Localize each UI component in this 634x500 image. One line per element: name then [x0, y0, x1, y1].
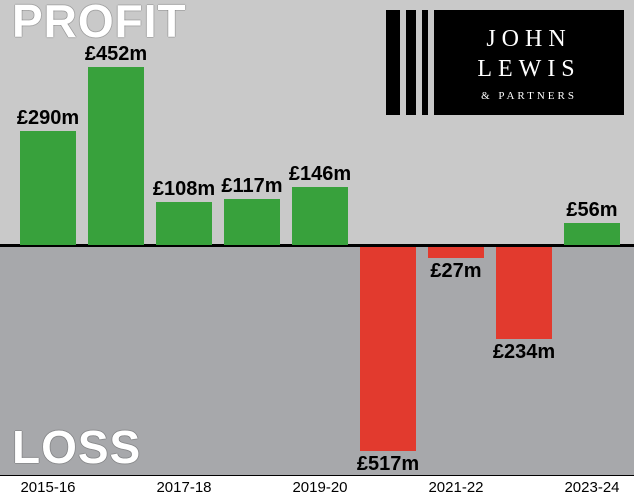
bar-2021-22	[428, 247, 484, 258]
logo-stripe	[406, 10, 416, 115]
axis-label-2021-22: 2021-22	[428, 479, 483, 496]
bar-label-2019-20: £146m	[289, 163, 351, 186]
axis-label-2023-24: 2023-24	[564, 479, 619, 496]
logo-text-main: JOHN LEWIS	[477, 24, 580, 84]
bar-label-2015-16: £290m	[17, 107, 79, 130]
x-axis-labels: 2015-16 2017-18 2019-20 2021-22 2023-24	[0, 476, 634, 500]
logo-stripe	[422, 10, 428, 115]
bar-2019-20	[292, 187, 348, 245]
bar-label-2021-22: £27m	[430, 260, 481, 283]
bar-label-2022-23: £234m	[493, 341, 555, 364]
logo-stripes	[386, 10, 434, 115]
bar-2023-24	[564, 223, 620, 245]
bar-2022-23	[496, 247, 552, 339]
bar-2015-16	[20, 131, 76, 245]
logo-box: JOHN LEWIS & PARTNERS	[434, 10, 624, 115]
bar-2016-17	[88, 67, 144, 245]
profit-loss-chart: PROFIT LOSS £290m£452m£108m£117m£146m£51…	[0, 0, 634, 500]
bar-2018-19	[224, 199, 280, 245]
logo-line2: LEWIS	[477, 56, 580, 82]
john-lewis-logo: JOHN LEWIS & PARTNERS	[386, 10, 624, 115]
bar-label-2018-19: £117m	[221, 175, 282, 198]
bar-label-2020-21: £517m	[357, 453, 419, 476]
bar-label-2023-24: £56m	[566, 199, 617, 222]
logo-line1: JOHN	[486, 26, 571, 52]
bar-2017-18	[156, 202, 212, 245]
x-axis: 2015-16 2017-18 2019-20 2021-22 2023-24	[0, 475, 634, 500]
logo-text-sub: & PARTNERS	[481, 90, 577, 102]
axis-label-2015-16: 2015-16	[20, 479, 75, 496]
bar-label-2016-17: £452m	[85, 43, 147, 66]
axis-label-2017-18: 2017-18	[156, 479, 211, 496]
axis-label-2019-20: 2019-20	[292, 479, 347, 496]
logo-stripe	[386, 10, 400, 115]
bar-2020-21	[360, 247, 416, 451]
bar-label-2017-18: £108m	[153, 178, 215, 201]
